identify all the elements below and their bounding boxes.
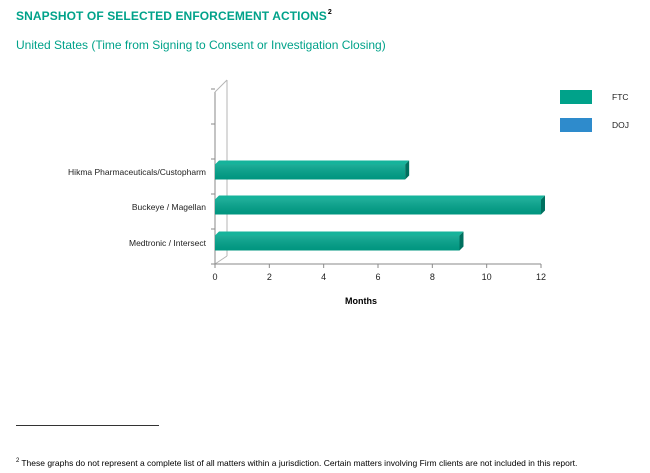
legend-label-doj[interactable]: DOJ — [612, 120, 629, 130]
x-tick-label: 6 — [375, 272, 380, 282]
bar-top-face — [215, 232, 464, 236]
legend-label-ftc[interactable]: FTC — [612, 92, 629, 102]
category-label: Hikma Pharmaceuticals/Custopharm — [68, 167, 206, 177]
axis-floor-edge — [215, 256, 227, 264]
x-tick-label: 12 — [536, 272, 546, 282]
y-axis-top-edge — [215, 80, 227, 92]
chart-legend: FTC DOJ — [560, 90, 629, 132]
category-label: Medtronic / Intersect — [129, 238, 207, 248]
footnote-divider — [16, 425, 159, 426]
bar-chart: 0 2 4 6 8 10 12 Months Hikma Pharmaceuticals/Cus… — [0, 0, 650, 473]
bar-shading — [215, 165, 405, 180]
x-tick-label: 4 — [321, 272, 326, 282]
x-tick-label: 10 — [482, 272, 492, 282]
legend-swatch-doj[interactable] — [560, 118, 592, 132]
x-tick-label: 2 — [267, 272, 272, 282]
bar-shading — [215, 200, 541, 215]
footnote-marker: 2 — [16, 458, 19, 464]
category-label: Buckeye / Magellan — [132, 202, 206, 212]
x-tick-label: 0 — [212, 272, 217, 282]
legend-swatch-ftc[interactable] — [560, 90, 592, 104]
x-axis-title: Months — [345, 296, 377, 306]
footnote-text: These graphs do not represent a complete… — [21, 458, 577, 468]
footnote: 2 These graphs do not represent a complet… — [16, 458, 577, 468]
bar-top-face — [215, 161, 409, 165]
x-tick-label: 8 — [430, 272, 435, 282]
bar-top-face — [215, 196, 545, 200]
bar-shading — [215, 236, 460, 251]
chart-bars — [215, 161, 545, 251]
